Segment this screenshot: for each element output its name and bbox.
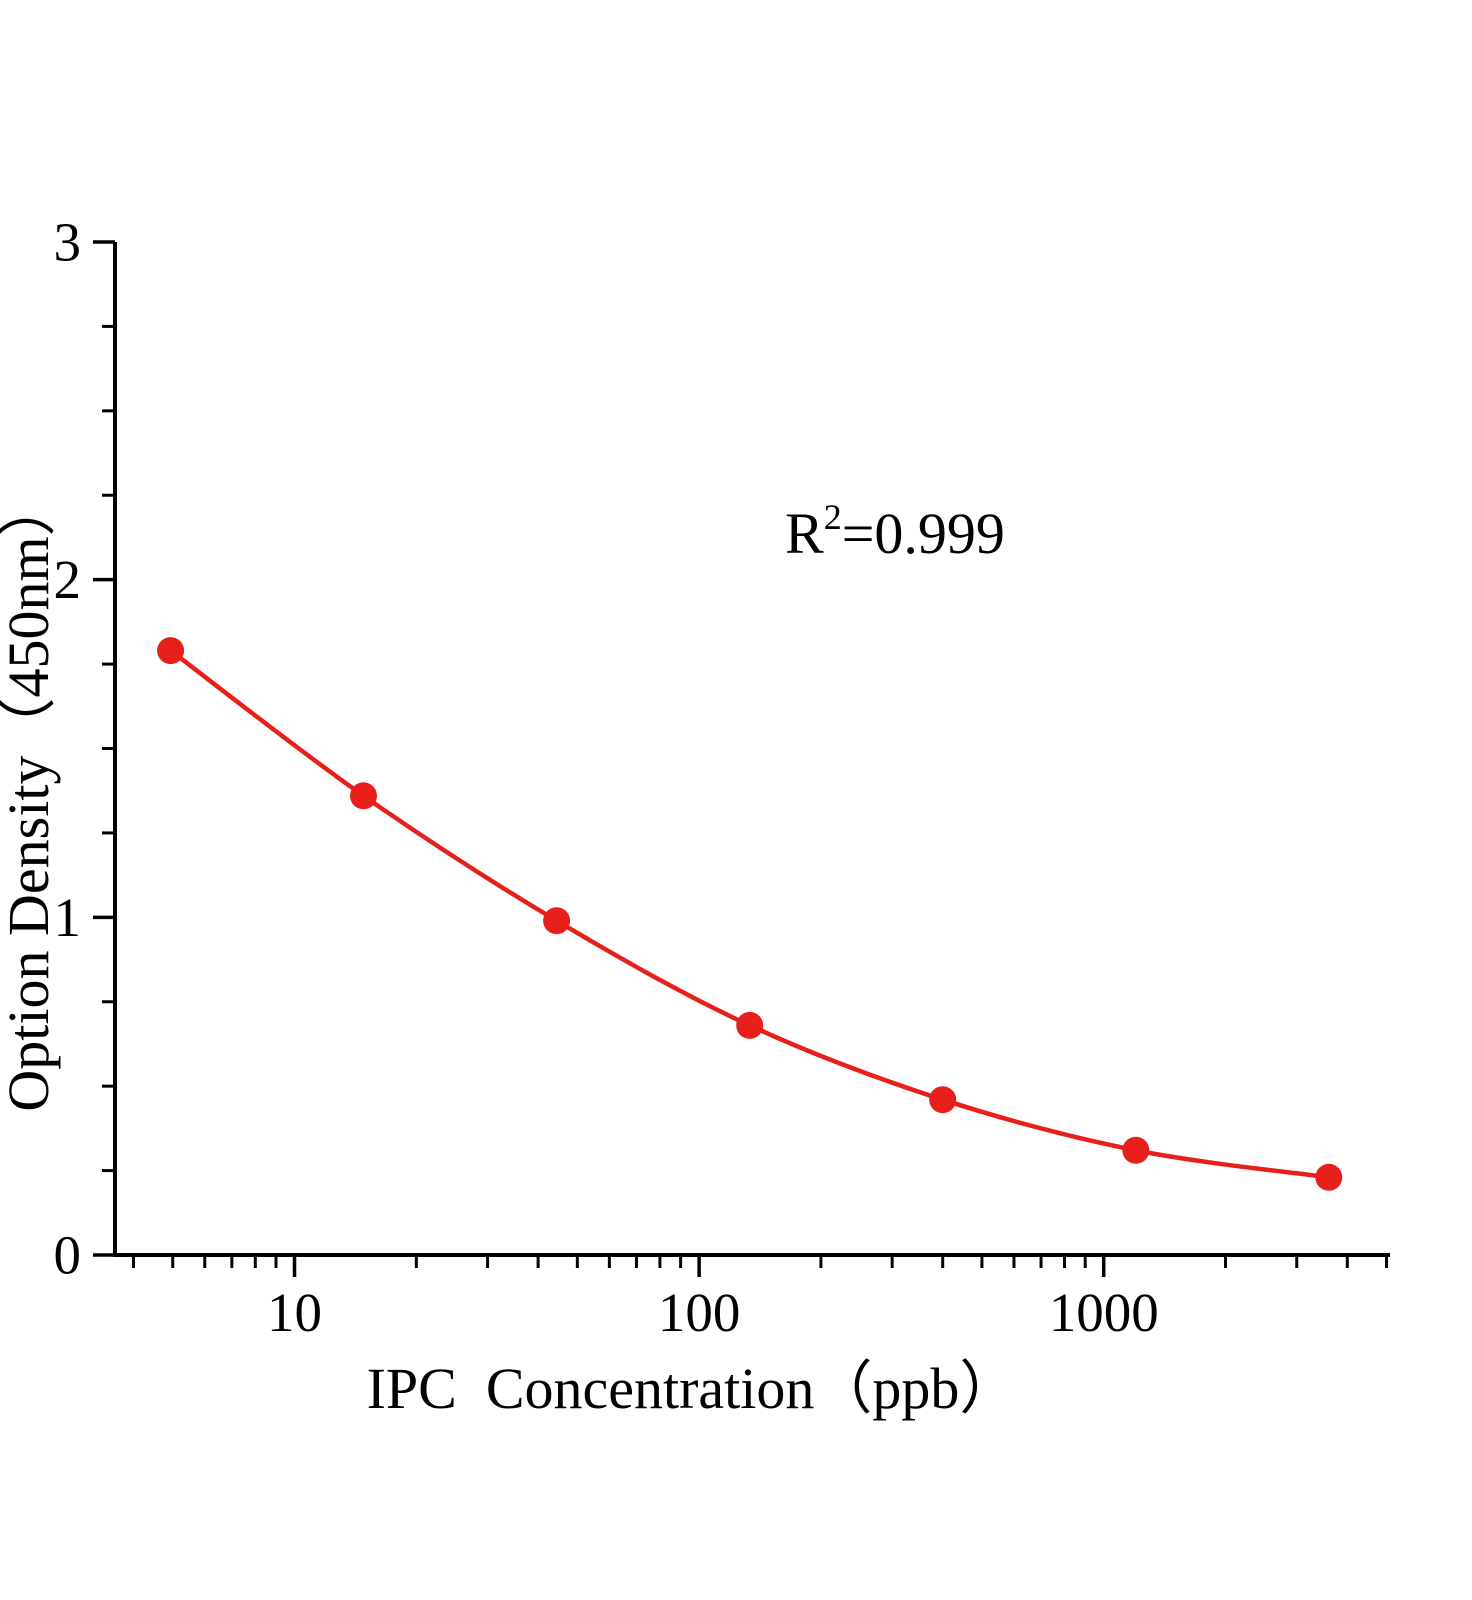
series: [157, 637, 1343, 1191]
r-squared-superscript: 2: [824, 497, 842, 537]
x-tick-label: 100: [658, 1282, 741, 1343]
x-tick-label: 10: [267, 1282, 322, 1343]
data-point: [1122, 1136, 1150, 1164]
r-squared-base: R: [785, 501, 824, 566]
tick-marks: [93, 240, 1389, 1277]
y-axis-label: Option Density（450nm）: [0, 478, 61, 1111]
x-tick-label: 1000: [1049, 1282, 1159, 1343]
data-point: [736, 1011, 764, 1039]
data-point: [350, 782, 377, 810]
data-point: [543, 907, 571, 935]
axis-lines: [113, 242, 1390, 1257]
series-line: [169, 648, 1330, 1180]
x-axis-label: IPC Concentration（ppb）: [367, 1356, 1018, 1421]
data-point: [157, 637, 185, 665]
y-tick-label: 3: [54, 212, 82, 273]
r-squared-value: =0.999: [842, 501, 1005, 566]
data-point: [929, 1086, 957, 1114]
y-tick-label: 0: [54, 1225, 82, 1286]
y-tick-label: 2: [54, 549, 82, 610]
y-tick-label: 1: [54, 887, 82, 948]
r-squared-annotation: R2=0.999: [785, 497, 1005, 566]
data-point: [1315, 1163, 1343, 1191]
axes: [113, 242, 1390, 1257]
tick-labels: 0 1 2 3 10 100 1000: [54, 212, 1159, 1344]
